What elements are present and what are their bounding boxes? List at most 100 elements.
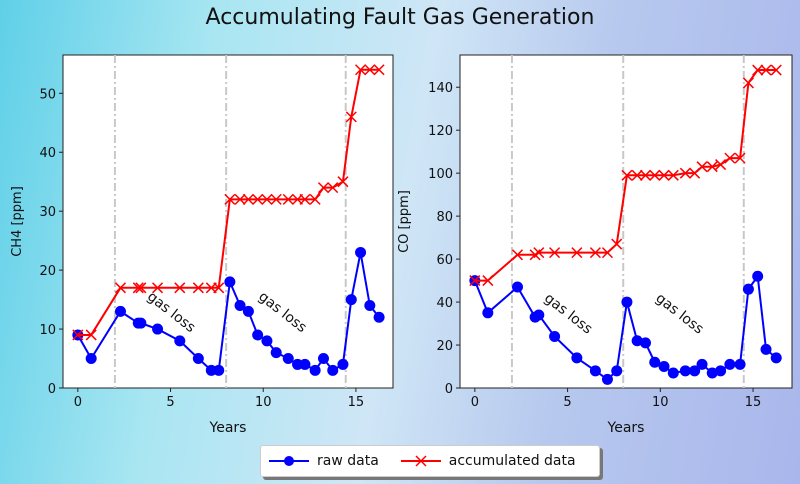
- y-tick-label: 10: [39, 323, 56, 338]
- y-tick-label: 0: [48, 382, 56, 397]
- accumulated-point: [658, 169, 670, 181]
- accumulated-point: [224, 193, 236, 205]
- accumulated-point: [770, 64, 782, 76]
- legend-item-acc: accumulated data: [400, 453, 576, 469]
- y-tick-label: 100: [428, 167, 453, 182]
- raw-point: [601, 373, 613, 385]
- raw-point: [192, 353, 204, 365]
- y-tick-label: 40: [436, 296, 453, 311]
- accumulated-point: [752, 64, 764, 76]
- x-tick-label: 15: [745, 395, 762, 410]
- raw-point: [589, 365, 601, 377]
- accumulated-point: [252, 193, 264, 205]
- x-tick-label: 15: [348, 395, 365, 410]
- raw-point: [234, 299, 246, 311]
- accumulated-point: [469, 275, 481, 287]
- raw-point: [752, 270, 764, 282]
- x-tick-label: 0: [471, 395, 479, 410]
- raw-point: [482, 307, 494, 319]
- raw-point: [715, 365, 727, 377]
- raw-point: [224, 276, 236, 288]
- y-tick-label: 80: [436, 210, 453, 225]
- accumulated-point: [601, 247, 613, 259]
- y-tick-label: 50: [39, 87, 56, 102]
- raw-point: [299, 358, 311, 370]
- chart-title: Accumulating Fault Gas Generation: [205, 5, 595, 30]
- raw-point: [679, 365, 691, 377]
- accumulated-point: [132, 282, 144, 294]
- accumulated-point: [327, 182, 339, 194]
- accumulated-point: [549, 247, 561, 259]
- plot-area: [459, 54, 793, 389]
- raw-point: [309, 364, 321, 376]
- accumulated-point: [192, 282, 204, 294]
- legend-label-acc: accumulated data: [448, 453, 576, 469]
- accumulated-point: [760, 64, 772, 76]
- raw-point: [649, 356, 661, 368]
- raw-point: [282, 353, 294, 365]
- accumulated-point: [174, 282, 186, 294]
- accumulated-point: [234, 193, 246, 205]
- accumulated-point: [679, 167, 691, 179]
- accumulated-point: [706, 161, 718, 173]
- accumulated-point: [135, 282, 147, 294]
- raw-point: [533, 309, 545, 321]
- accumulated-point: [345, 111, 357, 123]
- accumulated-point: [482, 275, 494, 287]
- raw-point: [327, 364, 339, 376]
- raw-point: [373, 311, 385, 323]
- accumulated-point: [511, 249, 524, 261]
- legend-label-raw: raw data: [317, 453, 379, 469]
- raw-point: [621, 296, 633, 308]
- accumulated-point: [715, 159, 727, 171]
- accumulated-point: [355, 64, 367, 76]
- accumulated-point: [631, 169, 643, 181]
- x-tick-label: 10: [652, 395, 669, 410]
- accumulated-point: [309, 193, 321, 205]
- accumulated-point: [337, 176, 349, 188]
- accumulated-point: [270, 193, 282, 205]
- raw-point: [152, 323, 164, 335]
- accumulated-point: [373, 64, 385, 76]
- raw-point: [760, 343, 772, 355]
- accumulated-point: [571, 247, 583, 259]
- accumulated-point: [317, 182, 330, 194]
- x-tick-label: 0: [74, 395, 82, 410]
- accumulated-point: [282, 193, 294, 205]
- accumulated-point: [649, 169, 661, 181]
- accumulated-point: [533, 247, 545, 259]
- x-tick-label: 5: [166, 395, 174, 410]
- raw-point: [696, 358, 708, 370]
- x-axis-label: Years: [607, 420, 645, 436]
- y-tick-label: 0: [445, 382, 453, 397]
- raw-point: [355, 246, 367, 258]
- raw-point: [689, 365, 701, 377]
- raw-point: [734, 358, 746, 370]
- y-tick-label: 120: [428, 124, 453, 139]
- accumulated-point: [611, 238, 623, 250]
- raw-point: [549, 330, 561, 342]
- accumulated-point: [742, 77, 754, 89]
- raw-point: [345, 294, 357, 306]
- raw-point: [242, 305, 254, 317]
- accumulated-point: [667, 169, 679, 181]
- accumulated-point: [734, 152, 746, 164]
- raw-point: [317, 353, 329, 365]
- y-tick-label: 60: [436, 253, 453, 268]
- accumulated-point: [213, 282, 225, 294]
- raw-point: [252, 329, 264, 341]
- raw-point: [135, 317, 147, 329]
- raw-point: [174, 335, 186, 347]
- raw-point: [770, 352, 782, 364]
- y-tick-label: 40: [39, 146, 56, 161]
- accumulated-point: [589, 247, 601, 259]
- raw-point: [364, 299, 376, 311]
- raw-point: [706, 367, 718, 379]
- legend: raw data accumulated data: [260, 445, 600, 477]
- raw-point: [213, 364, 225, 376]
- raw-point: [114, 305, 126, 317]
- legend-marker-raw: [269, 456, 309, 466]
